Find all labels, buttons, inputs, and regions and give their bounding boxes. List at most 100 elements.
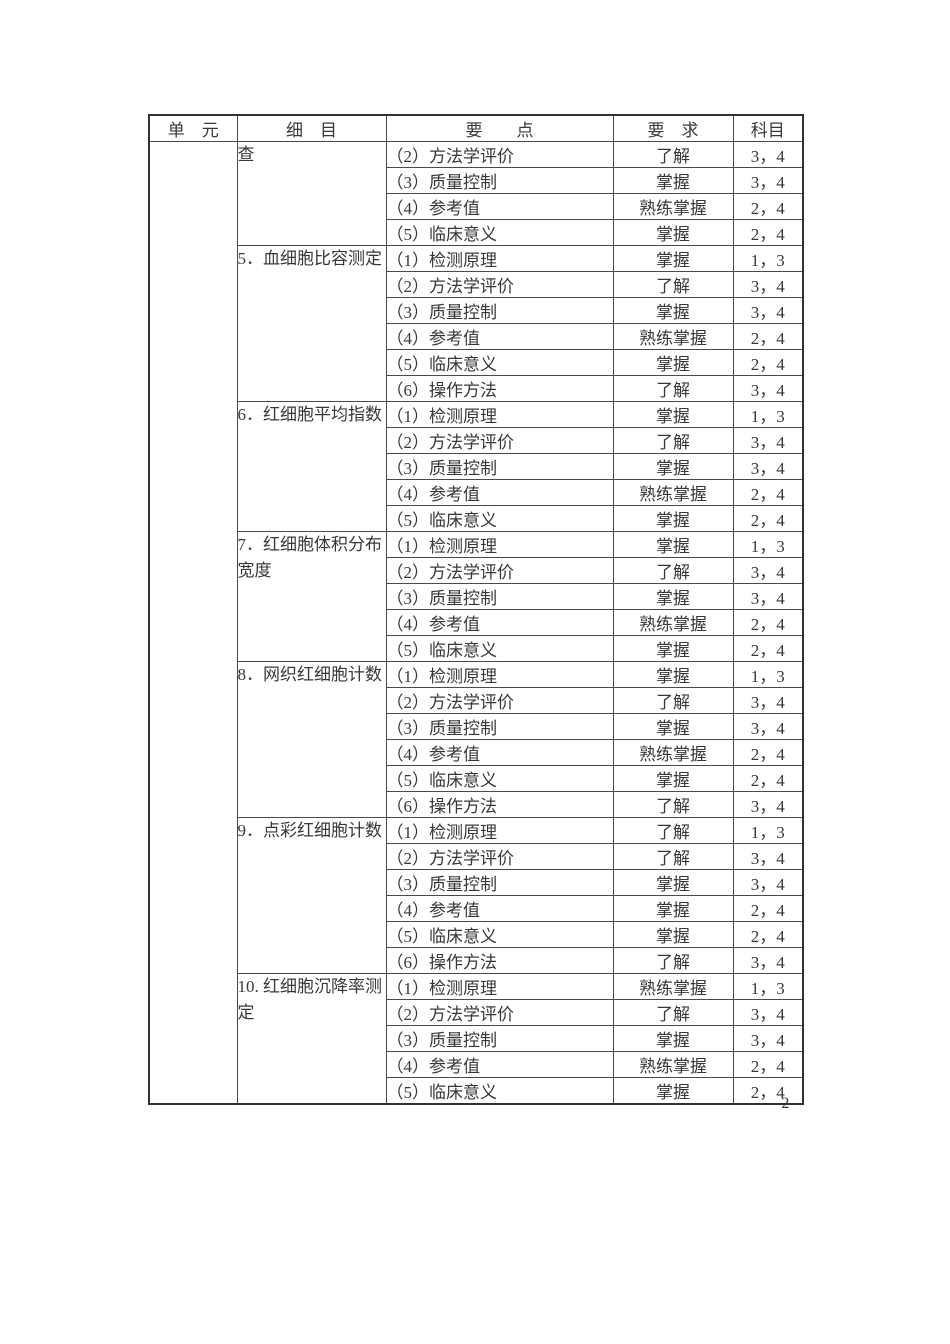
header-item: 细 目 — [236, 114, 387, 142]
header-requirement: 要 求 — [612, 114, 734, 142]
subject-cell: 3，4 — [732, 999, 804, 1026]
point-cell: （2）方法学评价 — [385, 557, 614, 584]
subject-cell: 2，4 — [732, 193, 804, 220]
table-row: （2）方法学评价 了解 3，4 — [149, 843, 804, 870]
subject-cell: 1，3 — [732, 973, 804, 1000]
subject-cell: 3，4 — [732, 713, 804, 740]
table-row: （3）质量控制 掌握 3，4 — [149, 167, 804, 194]
requirement-cell: 掌握 — [612, 869, 734, 896]
requirement-cell: 掌握 — [612, 661, 734, 688]
table-row: （2）方法学评价 了解 3，4 — [149, 271, 804, 298]
requirement-cell: 掌握 — [612, 583, 734, 610]
requirement-cell: 了解 — [612, 999, 734, 1026]
point-cell: （2）方法学评价 — [385, 843, 614, 870]
table-row: 5．血细胞比容测定 （1）检测原理 掌握 1，3 — [149, 245, 804, 402]
requirement-cell: 掌握 — [612, 921, 734, 948]
subject-cell: 3，4 — [732, 583, 804, 610]
item-cell: 7．红细胞体积分布宽度 — [236, 531, 387, 662]
point-cell: （1）检测原理 — [385, 661, 614, 688]
point-cell: （6）操作方法 — [385, 791, 614, 818]
subject-cell: 1，3 — [732, 401, 804, 428]
requirement-cell: 了解 — [612, 271, 734, 298]
table-row: （4）参考值 熟练掌握 2，4 — [149, 193, 804, 220]
point-cell: （4）参考值 — [385, 895, 614, 922]
point-cell: （3）质量控制 — [385, 869, 614, 896]
point-cell: （6）操作方法 — [385, 947, 614, 974]
table-row: （3）质量控制 掌握 3，4 — [149, 297, 804, 324]
subject-cell: 3，4 — [732, 557, 804, 584]
point-cell: （1）检测原理 — [385, 817, 614, 844]
subject-cell: 3，4 — [732, 453, 804, 480]
subject-cell: 2，4 — [732, 1051, 804, 1078]
point-cell: （2）方法学评价 — [385, 427, 614, 454]
table-row: （4）参考值 熟练掌握 2，4 — [149, 609, 804, 636]
requirement-cell: 熟练掌握 — [612, 739, 734, 766]
requirement-cell: 掌握 — [612, 1025, 734, 1052]
subject-cell: 2，4 — [732, 479, 804, 506]
item-cell: 查 — [236, 141, 387, 246]
requirement-cell: 掌握 — [612, 401, 734, 428]
subject-cell: 2，4 — [732, 1077, 804, 1105]
subject-cell: 1，3 — [732, 817, 804, 844]
requirement-cell: 掌握 — [612, 1077, 734, 1105]
requirement-cell: 掌握 — [612, 895, 734, 922]
unit-cell — [148, 141, 238, 1105]
table-row: （4）参考值 熟练掌握 2，4 — [149, 479, 804, 506]
table-row: 6．红细胞平均指数 （1）检测原理 掌握 1，3 — [149, 401, 804, 532]
header-unit: 单 元 — [148, 114, 238, 142]
requirement-cell: 了解 — [612, 817, 734, 844]
header-subject: 科目 — [732, 114, 804, 142]
point-cell: （3）质量控制 — [385, 713, 614, 740]
subject-cell: 2，4 — [732, 765, 804, 792]
point-cell: （1）检测原理 — [385, 245, 614, 272]
requirement-cell: 掌握 — [612, 167, 734, 194]
item-cell: 10. 红细胞沉降率测定 — [236, 973, 387, 1105]
point-cell: （2）方法学评价 — [385, 999, 614, 1026]
item-cell: 8．网织红细胞计数 — [236, 661, 387, 818]
requirement-cell: 熟练掌握 — [612, 1051, 734, 1078]
point-cell: （5）临床意义 — [385, 505, 614, 532]
table-row: （5）临床意义 掌握 2，4 — [149, 635, 804, 662]
subject-cell: 3，4 — [732, 843, 804, 870]
subject-cell: 3，4 — [732, 1025, 804, 1052]
subject-cell: 2，4 — [732, 323, 804, 350]
table-row: （6）操作方法 了解 3，4 — [149, 375, 804, 402]
point-cell: （3）质量控制 — [385, 583, 614, 610]
table-row: （4）参考值 掌握 2，4 — [149, 895, 804, 922]
table-row: 10. 红细胞沉降率测定 （1）检测原理 熟练掌握 1，3 — [149, 973, 804, 1105]
requirement-cell: 掌握 — [612, 297, 734, 324]
requirement-cell: 掌握 — [612, 453, 734, 480]
requirement-cell: 掌握 — [612, 219, 734, 246]
requirement-cell: 掌握 — [612, 635, 734, 662]
subject-cell: 1，3 — [732, 661, 804, 688]
requirement-cell: 熟练掌握 — [612, 323, 734, 350]
table-row: （6）操作方法 了解 3，4 — [149, 947, 804, 974]
subject-cell: 3，4 — [732, 375, 804, 402]
point-cell: （3）质量控制 — [385, 167, 614, 194]
header-point: 要 点 — [385, 114, 614, 142]
point-cell: （2）方法学评价 — [385, 687, 614, 714]
table-row: （5）临床意义 掌握 2，4 — [149, 219, 804, 246]
subject-cell: 2，4 — [732, 739, 804, 766]
requirement-cell: 掌握 — [612, 349, 734, 376]
subject-cell: 3，4 — [732, 427, 804, 454]
table-row: （4）参考值 熟练掌握 2，4 — [149, 739, 804, 766]
subject-cell: 3，4 — [732, 271, 804, 298]
point-cell: （3）质量控制 — [385, 1025, 614, 1052]
point-cell: （1）检测原理 — [385, 401, 614, 428]
point-cell: （4）参考值 — [385, 323, 614, 350]
subject-cell: 3，4 — [732, 791, 804, 818]
table-row: （5）临床意义 掌握 2，4 — [149, 349, 804, 376]
subject-cell: 3，4 — [732, 947, 804, 974]
point-cell: （4）参考值 — [385, 739, 614, 766]
requirement-cell: 了解 — [612, 791, 734, 818]
point-cell: （4）参考值 — [385, 1051, 614, 1078]
requirement-cell: 了解 — [612, 427, 734, 454]
point-cell: （5）临床意义 — [385, 349, 614, 376]
point-cell: （4）参考值 — [385, 609, 614, 636]
point-cell: （1）检测原理 — [385, 973, 614, 1000]
subject-cell: 2，4 — [732, 219, 804, 246]
subject-cell: 2，4 — [732, 609, 804, 636]
table-row: （3）质量控制 掌握 3，4 — [149, 713, 804, 740]
